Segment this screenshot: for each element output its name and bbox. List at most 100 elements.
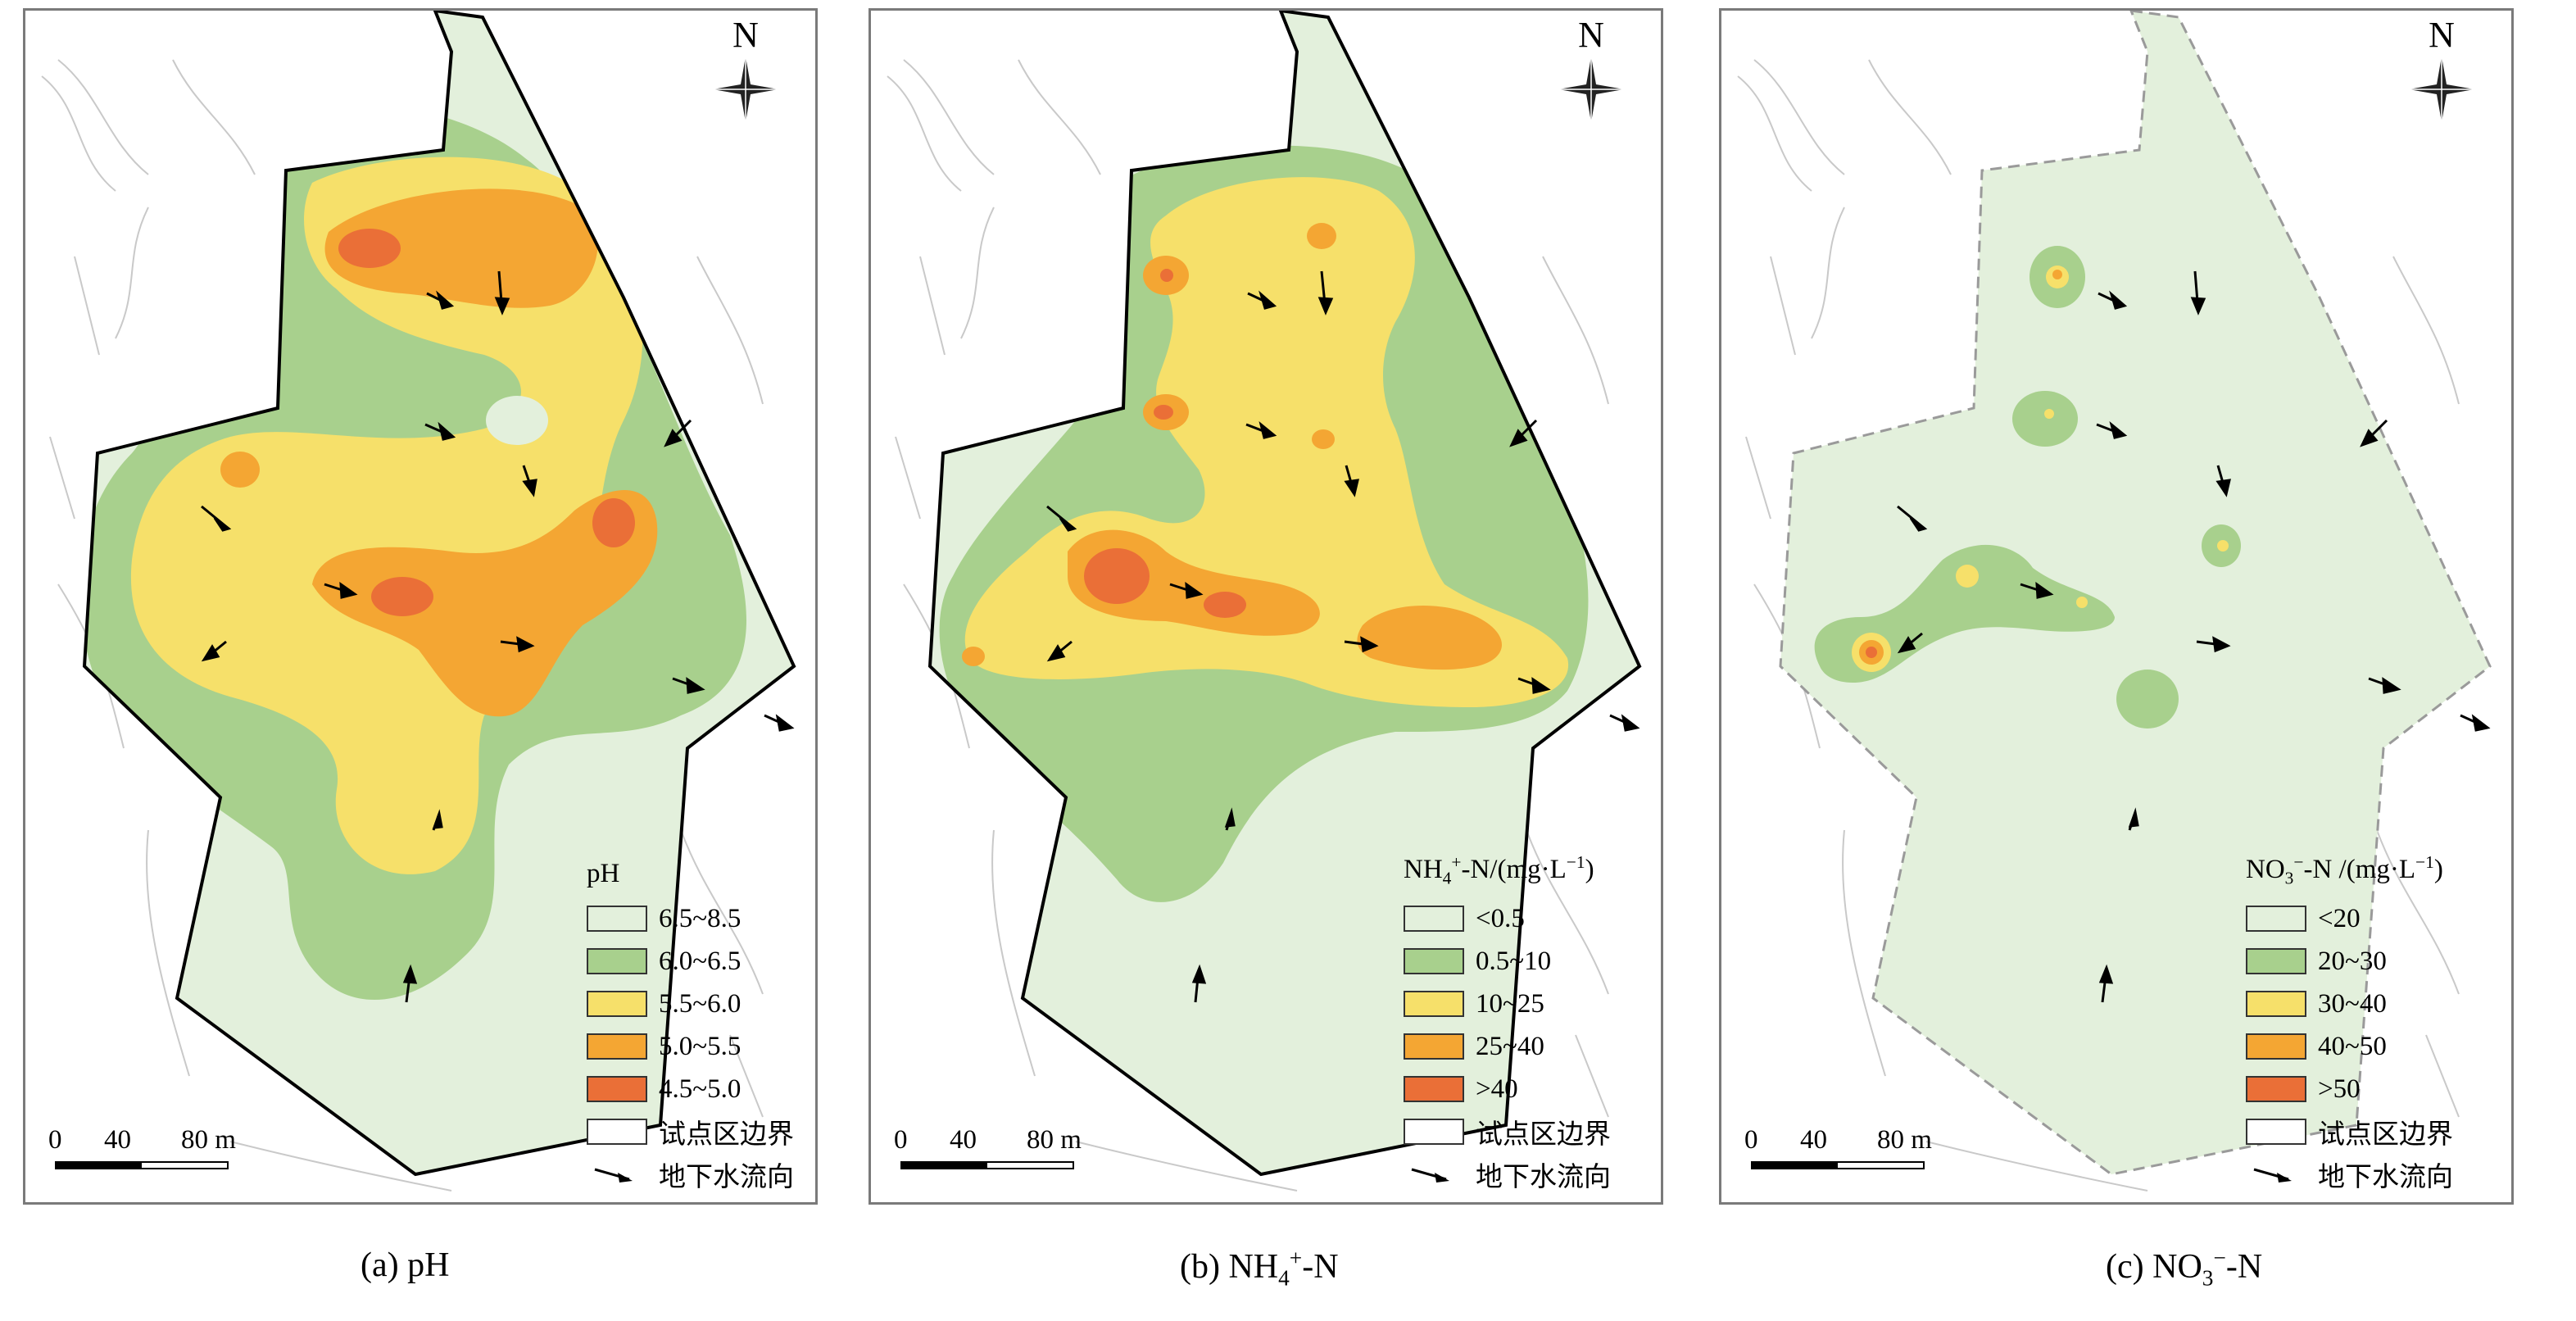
scale-tick-40: 40	[104, 1125, 131, 1155]
scale-tick-40: 40	[950, 1125, 977, 1155]
legend-item-flow: 地下水流向	[1404, 1153, 1649, 1196]
zone-ph-5.0-5.5-west	[220, 452, 260, 488]
compass-star-icon	[1558, 57, 1624, 122]
north-arrow: N	[709, 17, 782, 140]
legend-item-flow: 地下水流向	[2246, 1153, 2500, 1196]
north-arrow: N	[2405, 17, 2478, 140]
north-label: N	[2429, 15, 2455, 55]
scale-tick-80: 80 m	[181, 1125, 236, 1155]
legend-item-flow: 地下水流向	[587, 1153, 804, 1196]
topographic-background	[41, 59, 764, 1192]
legend-swatch	[587, 906, 647, 932]
scale-bar: 0 40 80 m	[1744, 1125, 1932, 1174]
zone-ph-4.5-5.0-central	[371, 577, 433, 616]
legend: NO3−-N /(mg·L−1) <20 20~30 30~40 40~50 >…	[2246, 852, 2500, 1196]
scale-tick-0: 0	[894, 1125, 908, 1155]
legend-item: <20	[2246, 897, 2500, 940]
legend: pH 6.5~8.5 6.0~6.5 5.5~6.0 5.0~5.5 4.5~5…	[587, 859, 804, 1196]
topographic-background	[887, 59, 1609, 1192]
zone-no3-30-40-c	[2076, 597, 2088, 608]
legend-swatch	[587, 1119, 647, 1145]
legend-swatch	[587, 948, 647, 974]
topographic-background	[1737, 59, 2460, 1192]
scale-bar: 0 40 80 m	[894, 1125, 1082, 1174]
legend-swatch	[587, 1033, 647, 1060]
legend-swatch	[2246, 1076, 2306, 1102]
no3-zones	[1814, 246, 2241, 729]
zone-ph-4.5-5.0-east	[592, 498, 635, 547]
compass-star-icon	[2409, 57, 2474, 122]
legend-swatch	[587, 1076, 647, 1102]
zone-ph-4.5-5.0-north	[338, 229, 401, 268]
legend-item: 0.5~10	[1404, 940, 1649, 983]
legend-item-boundary: 试点区边界	[2246, 1110, 2500, 1153]
zone-nh4-25-40-n	[1307, 223, 1336, 249]
zone-no3-20-30-s	[2116, 670, 2179, 729]
legend-item: 5.0~5.5	[587, 1025, 804, 1068]
legend-item: 4.5~5.0	[587, 1068, 804, 1110]
flow-arrow-icon	[1411, 1168, 1449, 1183]
zone-nh4-gt-40-w	[1154, 405, 1173, 420]
scale-tick-0: 0	[48, 1125, 62, 1155]
legend-item: <0.5	[1404, 897, 1649, 940]
scale-tick-80: 80 m	[1877, 1125, 1932, 1155]
legend-item: >50	[2246, 1068, 2500, 1110]
groundwater-flow-arrows	[1046, 270, 1640, 1003]
legend-swatch	[2246, 1119, 2306, 1145]
scale-tick-40: 40	[1800, 1125, 1827, 1155]
caption-no3: (c) NO3−-N	[2106, 1246, 2263, 1291]
legend-item: 5.5~6.0	[587, 983, 804, 1025]
zone-no3-30-40-nw	[2044, 409, 2054, 419]
pilot-area-boundary	[82, 11, 796, 1177]
legend-item: 20~30	[2246, 940, 2500, 983]
zone-no3-40-50-n	[2052, 270, 2062, 279]
legend-item: 6.5~8.5	[587, 897, 804, 940]
map-panel-no3: N 0 40 80 m NO3−-N /(mg·L−1) <20 20~30 3…	[1719, 8, 2514, 1205]
no3-contour-map	[1737, 11, 2492, 1192]
scale-bar: 0 40 80 m	[48, 1125, 236, 1174]
scale-tick-0: 0	[1744, 1125, 1758, 1155]
zone-ph-5.0-5.5-central	[312, 490, 658, 717]
pilot-area-boundary	[927, 11, 1642, 1177]
legend-swatch	[2246, 906, 2306, 932]
zone-no3-30-40-w	[1956, 565, 1979, 588]
north-arrow: N	[1554, 17, 1628, 140]
zone-nh4-25-40-c	[1312, 429, 1335, 449]
legend-title: pH	[587, 859, 620, 888]
zone-ph-high-pocket	[486, 396, 548, 445]
map-panel-nh4: N 0 40 80 m NH4+-N/(mg·L−1) <0.5 0.5~10 …	[868, 8, 1663, 1205]
zone-nh4-gt-40-west	[1084, 548, 1150, 604]
nh4-contour-map	[887, 11, 1642, 1192]
compass-star-icon	[713, 57, 778, 122]
legend-item: 40~50	[2246, 1025, 2500, 1068]
zone-no3-gt-50-sw	[1866, 647, 1877, 658]
zone-nh4-25-40-east	[1357, 606, 1502, 670]
legend-swatch	[1404, 906, 1464, 932]
legend: NH4+-N/(mg·L−1) <0.5 0.5~10 10~25 25~40 …	[1404, 852, 1649, 1196]
north-label: N	[1578, 15, 1604, 55]
zone-nh4-25-40-sw	[962, 647, 985, 666]
legend-item: 6.0~6.5	[587, 940, 804, 983]
flow-arrow-icon	[2253, 1168, 2292, 1183]
zone-no3-30-40-e	[2217, 540, 2229, 552]
caption-ph: (a) pH	[361, 1246, 450, 1284]
legend-item: 10~25	[1404, 983, 1649, 1025]
groundwater-flow-arrows	[1897, 270, 2491, 1003]
legend-swatch	[2246, 948, 2306, 974]
legend-swatch	[1404, 1119, 1464, 1145]
legend-swatch	[1404, 991, 1464, 1017]
flow-arrow-icon	[594, 1168, 633, 1183]
zone-no3-20-30-nw	[2012, 391, 2078, 447]
caption-nh4: (b) NH4+-N	[1180, 1246, 1339, 1291]
legend-swatch	[1404, 1076, 1464, 1102]
legend-item: 30~40	[2246, 983, 2500, 1025]
legend-title: NH4+-N/(mg·L−1)	[1404, 852, 1594, 888]
legend-item-boundary: 试点区边界	[1404, 1110, 1649, 1153]
map-panel-ph: N 0 40 80 m pH 6.5~8.5 6.0~6.5 5.5~6.0 5…	[23, 8, 818, 1205]
legend-swatch	[1404, 1033, 1464, 1060]
legend-item: >40	[1404, 1068, 1649, 1110]
north-label: N	[732, 15, 759, 55]
legend-swatch	[2246, 1033, 2306, 1060]
zone-ph-5.0-5.5-north	[324, 188, 598, 308]
legend-item-boundary: 试点区边界	[587, 1110, 804, 1153]
